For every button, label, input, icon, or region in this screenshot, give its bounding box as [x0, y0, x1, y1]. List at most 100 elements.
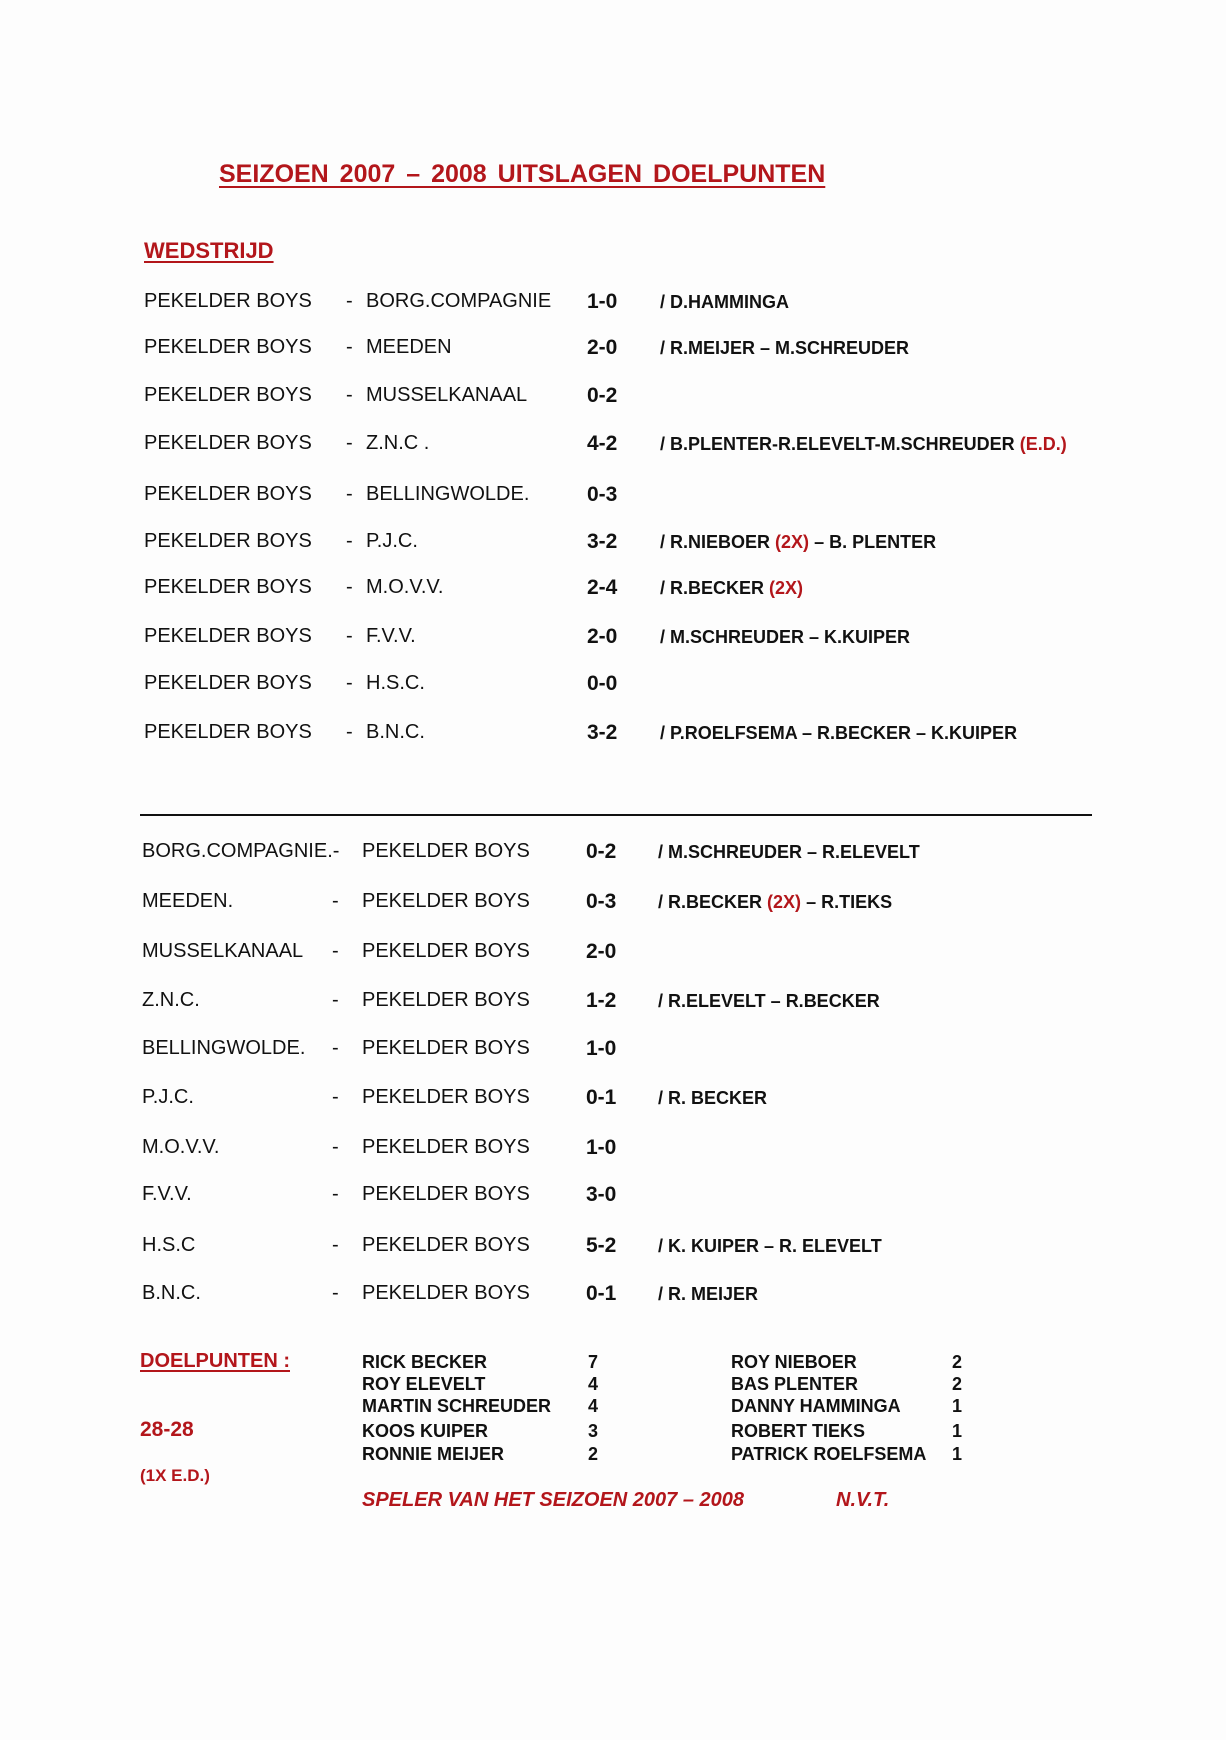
away-team: PEKELDER BOYS: [362, 940, 530, 962]
score: 3-2: [587, 721, 618, 744]
scorer-names: / B.PLENTER-R.ELEVELT-M.SCHREUDER: [660, 434, 1015, 454]
home-team: PEKELDER BOYS: [144, 625, 312, 647]
home-team: B.N.C.: [142, 1282, 201, 1304]
scorer-name: RONNIE MEIJER: [362, 1444, 505, 1464]
home-team: F.V.V.: [142, 1183, 192, 1205]
scorers: / R.BECKER (2X) – R.TIEKS: [658, 892, 892, 913]
home-team: BELLINGWOLDE.: [142, 1037, 306, 1059]
away-team: B.N.C.: [366, 721, 425, 743]
scorers: / D.HAMMINGA: [660, 292, 789, 313]
page-title: SEIZOEN 2007 – 2008 UITSLAGEN DOELPUNTEN: [219, 160, 826, 188]
scorer-row: RICK BECKER 7: [0, 1352, 1226, 1378]
scorers: / R.BECKER (2X): [660, 578, 803, 599]
scorer-name: BAS PLENTER: [731, 1374, 859, 1394]
away-team: M.O.V.V.: [366, 576, 444, 598]
score: 1-0: [587, 290, 618, 313]
separator: -: [332, 1183, 339, 1205]
separator: -: [332, 940, 339, 962]
scorer-goals: 2: [588, 1444, 599, 1464]
player-of-season-value: N.V.T.: [836, 1489, 890, 1511]
away-team: BORG.COMPAGNIE: [366, 290, 552, 312]
match-row: PEKELDER BOYS - BORG.COMPAGNIE 1-0 / D.HAMMI…: [0, 290, 1226, 316]
home-team: PEKELDER BOYS: [144, 721, 312, 743]
scorer-names: / K. KUIPER – R. ELEVELT: [658, 1236, 882, 1256]
away-team: P.J.C.: [366, 530, 418, 552]
match-row: PEKELDER BOYS - Z.N.C . 4-2 / B.PLENTER-R.EL…: [0, 432, 1226, 458]
own-goals-note: (1X E.D.): [140, 1466, 210, 1485]
scorer-names: / D.HAMMINGA: [660, 292, 789, 312]
score: 2-0: [587, 625, 618, 648]
separator: -: [346, 721, 353, 743]
away-team: BELLINGWOLDE.: [366, 483, 530, 505]
score: 1-0: [586, 1136, 617, 1159]
separator: -: [332, 1086, 339, 1108]
score: 0-2: [587, 384, 618, 407]
match-row: PEKELDER BOYS - MEEDEN 2-0 / R.MEIJER – M.SC…: [0, 336, 1226, 362]
match-row: PEKELDER BOYS - B.N.C. 3-2 / P.ROELFSEMA – R…: [0, 721, 1226, 747]
scorer-names: / M.SCHREUDER – R.ELEVELT: [658, 842, 920, 862]
goals-total: 28-28: [140, 1418, 194, 1441]
scorers: / R.MEIJER – M.SCHREUDER: [660, 338, 909, 359]
scorer-names: / R.BECKER: [660, 578, 765, 598]
separator: -: [346, 290, 353, 312]
scorer-names-extra: – B. PLENTER: [814, 532, 937, 552]
away-team: MEEDEN: [366, 336, 452, 358]
scorer-note: (2X): [775, 532, 810, 552]
scorer-note: (2X): [769, 578, 804, 598]
score: 1-0: [586, 1037, 617, 1060]
scorer-goals: 1: [952, 1444, 963, 1464]
scorer-name: ROY ELEVELT: [362, 1374, 486, 1394]
scorer-names: / R.MEIJER – M.SCHREUDER: [660, 338, 910, 358]
scorers: / R.NIEBOER (2X) – B. PLENTER: [660, 532, 936, 553]
scorer-goals: 4: [588, 1396, 599, 1416]
separator: -: [346, 432, 353, 454]
match-row: PEKELDER BOYS - F.V.V. 2-0 / M.SCHREUDER – K…: [0, 625, 1226, 651]
match-row: MEEDEN. - PEKELDER BOYS 0-3 / R.BECKER (2X) …: [0, 890, 1226, 916]
match-row: Z.N.C. - PEKELDER BOYS 1-2 / R.ELEVELT – R.B…: [0, 989, 1226, 1015]
away-team: MUSSELKANAAL: [366, 384, 528, 406]
scorer-row: DANNY HAMMINGA 1: [0, 1396, 1226, 1422]
away-team: F.V.V.: [366, 625, 416, 647]
scorer-row: ROY NIEBOER 2: [0, 1352, 1226, 1378]
goals-heading: DOELPUNTEN :: [140, 1350, 290, 1372]
match-row: B.N.C. - PEKELDER BOYS 0-1 / R. MEIJER: [0, 1282, 1226, 1308]
home-team: MEEDEN.: [142, 890, 234, 912]
match-row: BORG.COMPAGNIE.- PEKELDER BOYS 0-2 / M.SCHR…: [0, 840, 1226, 866]
scorers: / P.ROELFSEMA – R.BECKER – K.KUIPER: [660, 723, 1017, 744]
separator: -: [346, 530, 353, 552]
scorers: / K. KUIPER – R. ELEVELT: [658, 1236, 882, 1257]
scorers: / B.PLENTER-R.ELEVELT-M.SCHREUDER (E.D.): [660, 434, 1067, 455]
separator: -: [332, 1037, 339, 1059]
scorer-name: MARTIN SCHREUDER: [362, 1396, 551, 1416]
separator: -: [332, 1234, 339, 1256]
scorer-row: MARTIN SCHREUDER 4: [0, 1396, 1226, 1422]
score: 2-4: [587, 576, 618, 599]
scorer-goals: 1: [952, 1421, 963, 1441]
separator: -: [332, 989, 339, 1011]
scorer-names: / P.ROELFSEMA – R.BECKER – K.KUIPER: [660, 723, 1018, 743]
match-row: PEKELDER BOYS - H.S.C. 0-0: [0, 672, 1226, 698]
separator: -: [346, 483, 353, 505]
home-team: H.S.C: [142, 1234, 196, 1256]
scorer-row: ROY ELEVELT 4: [0, 1374, 1226, 1400]
home-team: M.O.V.V.: [142, 1136, 220, 1158]
scorer-goals: 4: [588, 1374, 599, 1394]
scorer-names: / R.ELEVELT – R.BECKER: [658, 991, 880, 1011]
divider: [140, 814, 1092, 816]
away-team: Z.N.C .: [366, 432, 430, 454]
away-team: H.S.C.: [366, 672, 425, 694]
home-team: BORG.COMPAGNIE.-: [142, 840, 340, 862]
separator: -: [332, 890, 339, 912]
scorer-goals: 3: [588, 1421, 599, 1441]
match-row: PEKELDER BOYS - BELLINGWOLDE. 0-3: [0, 483, 1226, 509]
score: 2-0: [587, 336, 618, 359]
score: 3-0: [586, 1183, 617, 1206]
scorer-names-extra: – R.TIEKS: [806, 892, 893, 912]
scorers: / R. BECKER: [658, 1088, 767, 1109]
score: 0-1: [586, 1086, 617, 1109]
match-row: PEKELDER BOYS - M.O.V.V. 2-4 / R.BECKER (2X): [0, 576, 1226, 602]
player-of-season-label: SPELER VAN HET SEIZOEN 2007 – 2008: [362, 1489, 745, 1511]
away-team: PEKELDER BOYS: [362, 1136, 530, 1158]
home-team: PEKELDER BOYS: [144, 432, 312, 454]
scorer-goals: 1: [952, 1396, 963, 1416]
